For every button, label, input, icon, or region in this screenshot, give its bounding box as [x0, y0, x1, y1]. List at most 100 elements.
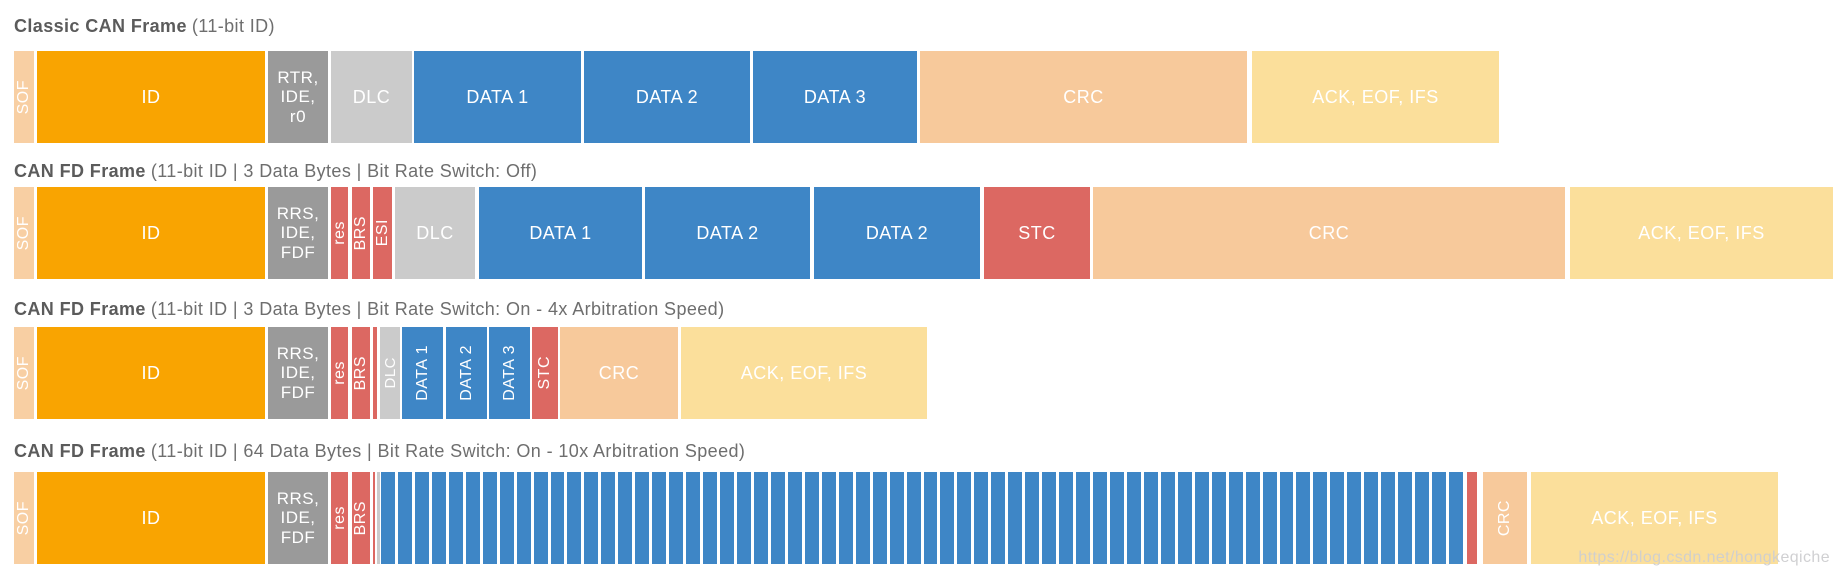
data-byte-stripe [974, 472, 989, 564]
data-byte-stripe [1398, 472, 1413, 564]
segment-label: DATA 3 [500, 345, 518, 401]
segment-label: DLC [352, 86, 391, 107]
segment-data-2: DATA 2 [446, 327, 487, 419]
frame-title: Classic CAN Frame (11-bit ID) [14, 16, 275, 37]
segment-rrs-ide-fdf: RRS, IDE, FDF [268, 327, 328, 419]
segment-label: SOF [15, 500, 32, 536]
frame-title-name: CAN FD Frame [14, 299, 146, 319]
data-byte-stripe [499, 472, 514, 564]
data-byte-stripe [1279, 472, 1294, 564]
segment-label: DATA 1 [466, 86, 529, 107]
segment-res: res [331, 327, 348, 419]
segment-label: BRS [352, 215, 369, 251]
data-byte-stripe [872, 472, 887, 564]
segment-rrs-ide-fdf: RRS, IDE, FDF [268, 472, 328, 564]
data-byte-stripe [431, 472, 446, 564]
segment-ack-eof-ifs: ACK, EOF, IFS [681, 327, 927, 419]
segment-sof: SOF [14, 327, 34, 419]
segment-stc [1467, 472, 1477, 564]
segment-label: DATA 2 [865, 222, 929, 243]
segment-res: res [331, 472, 348, 564]
segment-label: ID [141, 507, 161, 528]
frame-bar: SOF ID RTR, IDE, r0 DLC DATA 1 DATA 2 DATA 3 CR… [0, 51, 1837, 143]
frame-title-detail: (11-bit ID | 64 Data Bytes | Bit Rate Sw… [150, 441, 746, 461]
data-byte-stripe [1008, 472, 1023, 564]
segment-crc: CRC [560, 327, 678, 419]
segment-data-3: DATA 3 [753, 51, 917, 143]
data-byte-stripe [1245, 472, 1260, 564]
frame-title: CAN FD Frame (11-bit ID | 64 Data Bytes |… [14, 441, 745, 462]
segment-label: RRS, IDE, FDF [276, 488, 320, 547]
data-byte-stripe [1330, 472, 1345, 564]
segment-ack-eof-ifs: ACK, EOF, IFS [1531, 472, 1778, 564]
segment-label: ID [141, 362, 161, 383]
segment-label: RRS, IDE, FDF [276, 343, 320, 402]
frame-title-name: CAN FD Frame [14, 441, 146, 461]
data-byte-stripe [1143, 472, 1158, 564]
frame-title-name: Classic CAN Frame [14, 16, 187, 36]
segment-brs: BRS [352, 187, 370, 279]
segment-label: SOF [15, 355, 32, 391]
data-byte-stripe [1415, 472, 1430, 564]
segment-dlc [377, 472, 380, 564]
segment-ack-eof-ifs: ACK, EOF, IFS [1252, 51, 1499, 143]
segment-label: ACK, EOF, IFS [1638, 222, 1765, 243]
segment-label: SOF [15, 79, 32, 115]
data-byte-stripe [753, 472, 768, 564]
data-byte-stripe [1211, 472, 1226, 564]
segment-esi: ESI [373, 187, 392, 279]
segment-id: ID [37, 472, 265, 564]
frame-bar: SOF ID RRS, IDE, FDF res BRS CRC ACK, EOF, IFS [0, 472, 1837, 564]
segment-sof: SOF [14, 51, 34, 143]
data-byte-stripe [923, 472, 938, 564]
data-byte-stripe [1042, 472, 1057, 564]
frame-title: CAN FD Frame (11-bit ID | 3 Data Bytes | … [14, 299, 724, 320]
segment-label: ACK, EOF, IFS [740, 362, 868, 383]
data-byte-stripe [1262, 472, 1277, 564]
data-byte-stripe [1177, 472, 1192, 564]
segment-data-3: DATA 3 [489, 327, 530, 419]
data-byte-stripe [1449, 472, 1463, 564]
segment-label: ESI [373, 219, 391, 247]
data-byte-stripe [957, 472, 972, 564]
segment-label: BRS [352, 500, 369, 536]
segment-rtr-ide-r0: RTR, IDE, r0 [268, 51, 328, 143]
data-byte-stripe [652, 472, 667, 564]
data-byte-stripe [720, 472, 735, 564]
frame-title-detail: (11-bit ID | 3 Data Bytes | Bit Rate Swi… [150, 299, 725, 319]
data-byte-stripe [770, 472, 785, 564]
segment-sof: SOF [14, 187, 34, 279]
segment-label: RTR, IDE, r0 [277, 67, 319, 126]
segment-label: res [330, 221, 348, 245]
data-byte-stripe [1059, 472, 1074, 564]
segment-label: DLC [416, 222, 454, 243]
data-byte-stripe [1109, 472, 1124, 564]
segment-dlc: DLC [380, 327, 400, 419]
data-byte-stripe [516, 472, 531, 564]
segment-label: DATA 2 [457, 345, 475, 401]
data-byte-stripe [669, 472, 684, 564]
segment-data-1: DATA 1 [414, 51, 581, 143]
data-byte-stripe [991, 472, 1006, 564]
segment-crc: CRC [920, 51, 1247, 143]
segment-stc: STC [984, 187, 1090, 279]
data-byte-stripe [448, 472, 463, 564]
segment-label: DATA 2 [635, 86, 699, 107]
segment-label: DLC [381, 357, 399, 389]
segment-label: SOF [15, 215, 32, 251]
segment-label: STC [536, 356, 553, 390]
segment-data-bytes [381, 472, 1463, 564]
frame-title-name: CAN FD Frame [14, 161, 146, 181]
data-byte-stripe [838, 472, 853, 564]
segment-crc: CRC [1093, 187, 1565, 279]
data-byte-stripe [1025, 472, 1040, 564]
data-byte-stripe [1364, 472, 1379, 564]
segment-label: BRS [352, 355, 369, 391]
data-byte-stripe [635, 472, 650, 564]
data-byte-stripe [550, 472, 565, 564]
segment-data-1: DATA 1 [402, 327, 443, 419]
watermark: https://blog.csdn.net/hongkeqiche [1578, 549, 1830, 566]
segment-label: STC [1018, 222, 1056, 243]
data-byte-stripe [397, 472, 412, 564]
